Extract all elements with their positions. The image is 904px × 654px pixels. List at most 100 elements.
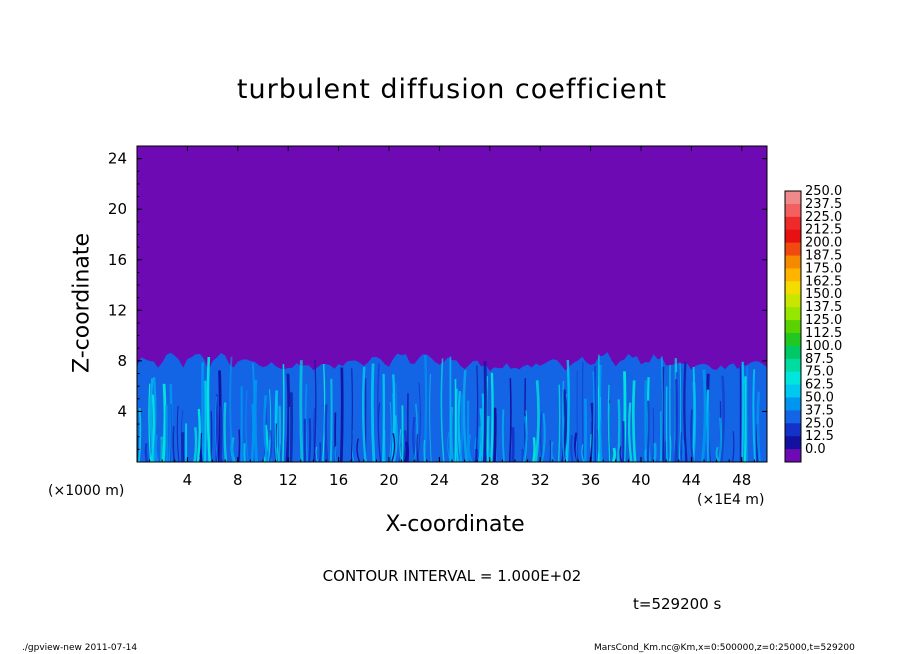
colorbar-swatch [785, 229, 801, 244]
x-tick-label: 36 [581, 471, 600, 489]
plume-streak [416, 434, 419, 462]
plume-streak [176, 405, 180, 462]
plume-streak [153, 434, 159, 462]
plume-streak [299, 360, 304, 462]
colorbar-swatch [785, 242, 801, 257]
y-tick-label: 4 [117, 402, 127, 420]
colorbar: 250.0237.5225.0212.5200.0187.5175.0162.5… [784, 184, 842, 463]
plume-streak [223, 402, 228, 462]
colorbar-swatch [785, 191, 801, 205]
colorbar-label: 250.0 [805, 184, 842, 199]
plume-streak [219, 406, 223, 462]
colorbar-swatch [785, 358, 801, 373]
plume-streak [350, 368, 353, 462]
plume-streak [652, 408, 655, 462]
plume-streak [718, 417, 723, 462]
plume-streak [391, 374, 396, 462]
plume-streak [540, 412, 546, 462]
colorbar-swatch [785, 216, 801, 231]
y-tick-label: 24 [108, 150, 127, 168]
colorbar-swatch [785, 281, 801, 295]
plume-streak [313, 407, 317, 462]
heatmap-plot [136, 145, 768, 463]
colorbar-label: 200.0 [805, 236, 842, 251]
plume-streak [193, 427, 198, 462]
plume-streak [570, 435, 574, 462]
plume-streak [562, 380, 565, 462]
colorbar-label: 175.0 [805, 261, 842, 276]
plume-streak [382, 429, 386, 462]
plume-streak [719, 375, 726, 462]
colorbar-swatch [785, 203, 801, 218]
plume-streak [743, 376, 747, 462]
plume-streak [565, 359, 570, 462]
colorbar-frame [784, 190, 802, 463]
plume-streak [361, 366, 367, 462]
colorbar-swatch [785, 307, 801, 321]
colorbar-label: 0.0 [805, 442, 826, 457]
colorbar-label: 112.5 [805, 326, 842, 341]
plume-streak [752, 369, 756, 462]
plume-streak [678, 362, 682, 462]
plume-streak [616, 399, 621, 462]
plume-streak [159, 436, 164, 462]
plume-streak [394, 382, 398, 462]
plume-streak [741, 361, 745, 462]
plume-streak [423, 439, 426, 462]
colorbar-label: 37.5 [805, 403, 834, 418]
plume-streak [674, 379, 679, 462]
colorbar-swatch [785, 268, 801, 282]
colorbar-label: 125.0 [805, 313, 842, 328]
plume-streak [144, 443, 149, 462]
plume-streak [275, 390, 279, 462]
y-tick-label: 20 [108, 200, 127, 218]
x-tick-label: 20 [379, 471, 398, 489]
colorbar-swatch [785, 397, 801, 411]
plume-streak [581, 361, 584, 462]
plume-streak [267, 389, 272, 462]
colorbar-swatch [785, 384, 801, 398]
plume-streak [285, 373, 291, 462]
colorbar-label: 50.0 [805, 391, 834, 406]
plume-streak [215, 394, 218, 462]
colorbar-label: 12.5 [805, 429, 834, 444]
x-tick-label: 12 [279, 471, 298, 489]
plume-streak [322, 363, 326, 462]
plume-streak [308, 418, 312, 462]
plume-streak [413, 403, 418, 462]
plume-streak [660, 356, 664, 462]
plume-streak [450, 406, 454, 462]
plume-streak [289, 392, 294, 462]
plume-streak [700, 369, 707, 462]
plume-streak [429, 373, 432, 462]
plume-streak [229, 356, 234, 462]
plume-streak [608, 403, 611, 462]
plume-streak [356, 438, 361, 462]
plume-streak [334, 446, 337, 462]
colorbar-label: 100.0 [805, 339, 842, 354]
plume-streak [148, 383, 152, 462]
plume-streak [558, 384, 561, 462]
plume-streak [511, 427, 515, 462]
plume-streak [680, 432, 683, 462]
x-axis-unit-right: (×1E4 m) [697, 492, 765, 508]
plume-streak [315, 446, 318, 462]
plume-streak [388, 402, 392, 462]
plume-streak [318, 442, 322, 462]
plume-streak [522, 416, 528, 462]
plume-streak [575, 440, 578, 462]
colorbar-swatch [785, 410, 801, 424]
plume-streak [581, 444, 585, 462]
x-axis-label: X-coordinate [385, 512, 525, 537]
x-tick-label: 16 [329, 471, 348, 489]
plume-streak [138, 408, 142, 462]
plume-streak [732, 431, 735, 462]
colorbar-swatch [785, 423, 801, 437]
plume-streak [644, 449, 648, 462]
colorbar-swatch [785, 332, 801, 347]
plume-streak [646, 400, 650, 462]
plume-streak [508, 378, 512, 462]
colorbar-label: 225.0 [805, 210, 842, 225]
plume-streak [501, 409, 505, 462]
